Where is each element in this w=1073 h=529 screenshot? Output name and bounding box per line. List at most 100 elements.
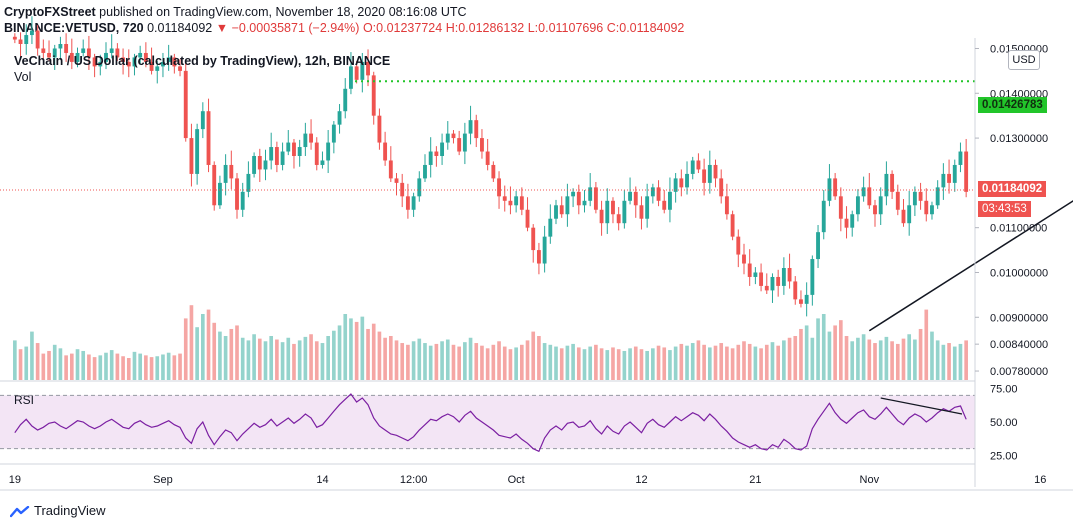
time-tick-label: Sep [153,474,173,486]
volume-bar [753,346,758,380]
candle-body [12,36,17,40]
candle-body [269,147,274,161]
volume-bar [81,350,86,380]
candle-body [240,191,245,210]
low-value: L:0.01107696 [527,21,604,35]
candle-body [582,200,587,206]
candle-body [263,160,268,170]
volume-bar [13,340,17,380]
candle-body [502,196,507,201]
candle-body [92,57,97,67]
volume-label: Vol [14,70,32,84]
volume-bar [508,349,513,380]
volume-bar [497,341,501,380]
volume-bar [782,340,786,380]
volume-bar [275,339,279,380]
volume-bar [457,346,461,380]
volume-bar [537,336,541,380]
volume-bar [947,343,951,380]
candle-body [622,200,627,224]
volume-bar [844,336,849,380]
volume-bar [406,344,410,380]
volume-bar [576,347,581,380]
candle-body [24,35,29,44]
candle-body [918,191,923,201]
candle-body [200,111,205,130]
candle-body [18,39,23,44]
volume-bar [702,344,706,380]
down-arrow-icon: ▼ [215,21,229,35]
volume-bar [821,314,826,380]
candle-body [559,205,564,215]
candle-body [821,200,826,233]
volume-bar [132,351,137,380]
volume-bar [75,349,80,380]
candle-body [753,272,758,277]
candle-body [793,281,798,300]
candle-body [724,196,729,215]
volume-bar [144,355,148,380]
volume-bar [565,345,570,380]
candle-body [730,214,735,237]
candle-body [354,66,359,80]
candle-body [457,138,462,152]
rsi-label: RSI [14,393,35,407]
candle-body [571,191,576,197]
candle-body [611,200,615,215]
volume-bar [725,346,729,380]
candle-body [776,276,781,286]
volume-bar [183,318,188,380]
price-tick-label: 0.01300000 [990,133,1048,145]
price-tick-label: 0.00900000 [990,312,1048,324]
volume-bar [878,340,883,380]
volume-bar [559,348,564,380]
volume-bar [730,348,735,380]
candle-body [314,142,319,165]
candle-body [485,151,490,165]
volume-bar [742,341,746,380]
tradingview-logo[interactable]: TradingView [10,503,106,518]
candle-body [229,164,234,179]
volume-bar [240,337,245,380]
candle-body [440,142,445,156]
volume-bar [445,339,450,380]
volume-bar [514,347,518,380]
countdown-tag: 03:43:53 [978,201,1031,217]
candle-body [428,151,433,165]
rsi-tick-label: 25.00 [990,450,1018,462]
candle-body [542,236,547,264]
time-tick-label: Oct [508,474,525,486]
candle-body [115,48,120,58]
published-text: published on TradingView.com, November 1… [99,5,467,19]
volume-bar [502,346,507,380]
volume-bar [839,320,843,380]
volume-bar [52,344,57,380]
candle-body [964,151,969,192]
time-tick-label: 14 [316,474,328,486]
volume-bar [759,348,763,380]
candle-body [764,285,769,291]
volume-bar [360,316,365,380]
candle-body [838,196,843,219]
candle-body [462,133,467,152]
candle-body [149,61,154,71]
candle-body [668,191,672,210]
volume-bar [172,355,177,380]
candle-body [685,173,689,188]
candle-body [656,187,661,201]
candle-body [941,173,946,188]
volume-bar [371,323,376,380]
candle-body [417,178,422,197]
volume-bar [873,343,877,380]
volume-bar [377,331,382,380]
volume-bar [554,346,558,380]
volume-bar [24,346,29,380]
candle-body [497,178,501,197]
candle-body [47,52,51,58]
currency-button[interactable]: USD [1008,50,1040,70]
candle-body [394,178,399,183]
ascending-trendline [868,200,1073,332]
volume-bar [719,343,724,380]
candle-body [958,151,963,165]
